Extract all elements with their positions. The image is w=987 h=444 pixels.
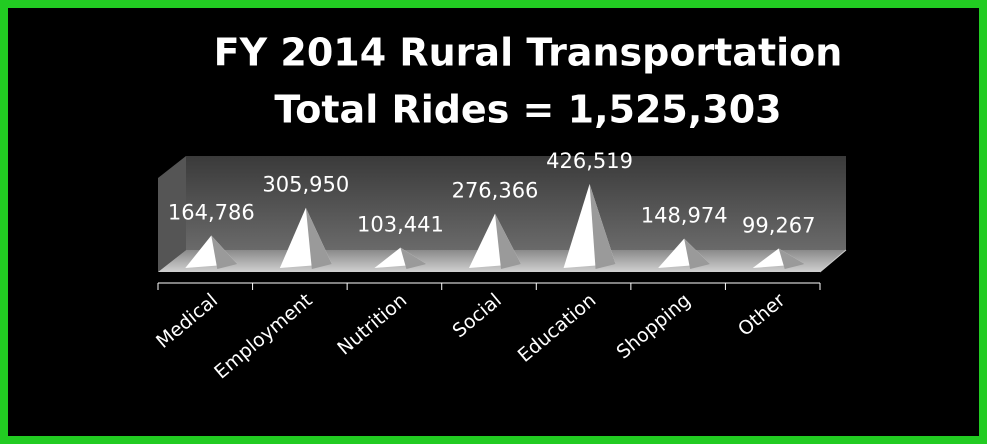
value-label: 164,786 — [168, 201, 255, 225]
side-wall — [158, 156, 186, 272]
value-label: 305,950 — [262, 173, 349, 197]
chart-subtitle: Total Rides = 1,525,303 — [274, 88, 781, 132]
pyramid-shade — [778, 248, 805, 269]
pyramid-shade — [589, 184, 616, 269]
pyramid-shade — [684, 238, 711, 269]
value-label: 103,441 — [357, 213, 444, 237]
pyramid-shade — [211, 235, 238, 269]
value-label: 148,974 — [641, 204, 728, 228]
value-label: 276,366 — [452, 179, 539, 203]
floor-edge — [819, 249, 847, 273]
chart-title: FY 2014 Rural Transportation — [214, 31, 843, 75]
value-label: 99,267 — [742, 213, 815, 237]
pyramid-shade — [400, 247, 427, 269]
pyramid-shade — [305, 207, 332, 269]
pyramid-shade — [495, 213, 521, 269]
value-label: 426,519 — [546, 149, 633, 173]
